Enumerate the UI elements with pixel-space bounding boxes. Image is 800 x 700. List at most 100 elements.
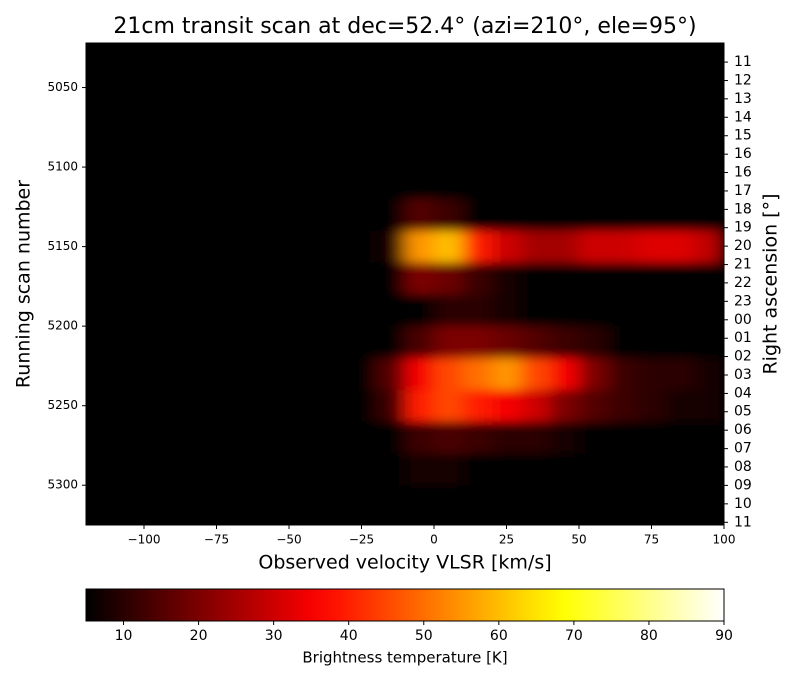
heatmap-cell [579, 517, 609, 525]
plot-area [86, 43, 724, 525]
heatmap-cell [637, 294, 667, 327]
heatmap-cell [260, 453, 290, 486]
heatmap-cell [637, 262, 667, 295]
heatmap-cell [144, 167, 174, 200]
heatmap-cell [260, 326, 290, 359]
heatmap-cell [173, 421, 203, 454]
heatmap-cell [115, 326, 145, 359]
heatmap-cell [260, 389, 290, 423]
heatmap-cell [202, 421, 232, 454]
heatmap-cell [405, 198, 435, 232]
heatmap-cell [637, 135, 667, 168]
heatmap-cell [376, 326, 406, 359]
colorbar-tick-label: 90 [715, 628, 733, 644]
x-tick-label: 0 [430, 533, 438, 547]
heatmap-cell [144, 198, 174, 232]
heatmap-cell [173, 43, 203, 73]
heatmap-cell [492, 135, 522, 168]
heatmap-cell [376, 43, 406, 73]
heatmap-cell [608, 198, 638, 232]
heatmap-cell [695, 517, 724, 525]
heatmap-cell [405, 357, 435, 391]
heatmap-cell [376, 262, 406, 295]
heatmap-cell [318, 135, 348, 168]
heatmap-cell [695, 357, 724, 391]
heatmap-cell [550, 198, 580, 232]
heatmap-cell [144, 357, 174, 391]
heatmap-cell [115, 230, 145, 264]
heatmap-cell [579, 294, 609, 327]
y2-axis-label: Right ascension [°] [760, 193, 782, 374]
heatmap-cell [260, 421, 290, 454]
heatmap-cell [376, 453, 406, 486]
heatmap-cell [405, 262, 435, 295]
heatmap-cell [695, 135, 724, 168]
heatmap-cell [86, 326, 116, 359]
heatmap-cell [260, 198, 290, 232]
heatmap-cell [260, 230, 290, 264]
y2-tick-label: 18 [734, 201, 752, 217]
heatmap-cell [144, 294, 174, 327]
y2-tick-label: 04 [734, 385, 752, 401]
heatmap-cell [463, 453, 493, 486]
colorbar-tick-label: 80 [640, 628, 658, 644]
heatmap-cell [550, 230, 580, 264]
heatmap-cell [260, 357, 290, 391]
heatmap-cell [579, 357, 609, 391]
heatmap-cell [318, 230, 348, 264]
heatmap-cell [115, 421, 145, 454]
y2-tick-label: 11 [734, 54, 752, 70]
heatmap-cell [260, 485, 290, 518]
heatmap-cell [492, 453, 522, 486]
heatmap-cell [347, 389, 377, 423]
heatmap-cell [492, 43, 522, 73]
heatmap-cell [492, 421, 522, 454]
y2-tick-label: 14 [734, 109, 752, 125]
heatmap-cell [579, 135, 609, 168]
heatmap-cell [550, 421, 580, 454]
heatmap-cell [463, 357, 493, 391]
plot-frame [85, 42, 725, 526]
colorbar-tick-label: 70 [565, 628, 583, 644]
heatmap-cell [173, 294, 203, 327]
heatmap-cell [289, 71, 319, 104]
heatmap-cell [492, 262, 522, 295]
y2-tick-label: 05 [734, 404, 752, 420]
colorbar-label: Brightness temperature [K] [302, 649, 507, 667]
heatmap-cell [289, 167, 319, 200]
heatmap-cell [521, 453, 551, 486]
heatmap-cell [637, 389, 667, 423]
heatmap-cell [637, 167, 667, 200]
y2-tick-label: 19 [734, 220, 752, 236]
heatmap-cell [492, 198, 522, 232]
heatmap-cell [86, 262, 116, 295]
heatmap-cell [289, 485, 319, 518]
heatmap-cell [289, 357, 319, 391]
heatmap-cell [202, 43, 232, 73]
heatmap-cell [434, 71, 464, 104]
heatmap-cell [231, 485, 261, 518]
heatmap-cell [318, 517, 348, 525]
x-axis-label: Observed velocity VLSR [km/s] [258, 552, 551, 574]
heatmap-cell [405, 453, 435, 486]
y2-tick-label: 17 [734, 183, 752, 199]
y2-tick-label: 22 [734, 275, 752, 291]
heatmap-cell [86, 71, 116, 104]
heatmap-cell [434, 389, 464, 423]
heatmap-cell [231, 294, 261, 327]
heatmap-cell [521, 294, 551, 327]
y2-tick-label: 13 [734, 91, 752, 107]
heatmap-cell [434, 103, 464, 136]
heatmap-cell [666, 357, 696, 391]
heatmap-cell [202, 198, 232, 232]
heatmap-cell [376, 167, 406, 200]
heatmap-cell [173, 167, 203, 200]
heatmap-cell [695, 294, 724, 327]
heatmap-cell [202, 453, 232, 486]
heatmap-cell [666, 421, 696, 454]
heatmap-cell [318, 294, 348, 327]
heatmap-cell [231, 230, 261, 264]
heatmap-cell [434, 326, 464, 359]
heatmap-cell [289, 453, 319, 486]
colorbar-tick-label: 40 [340, 628, 358, 644]
